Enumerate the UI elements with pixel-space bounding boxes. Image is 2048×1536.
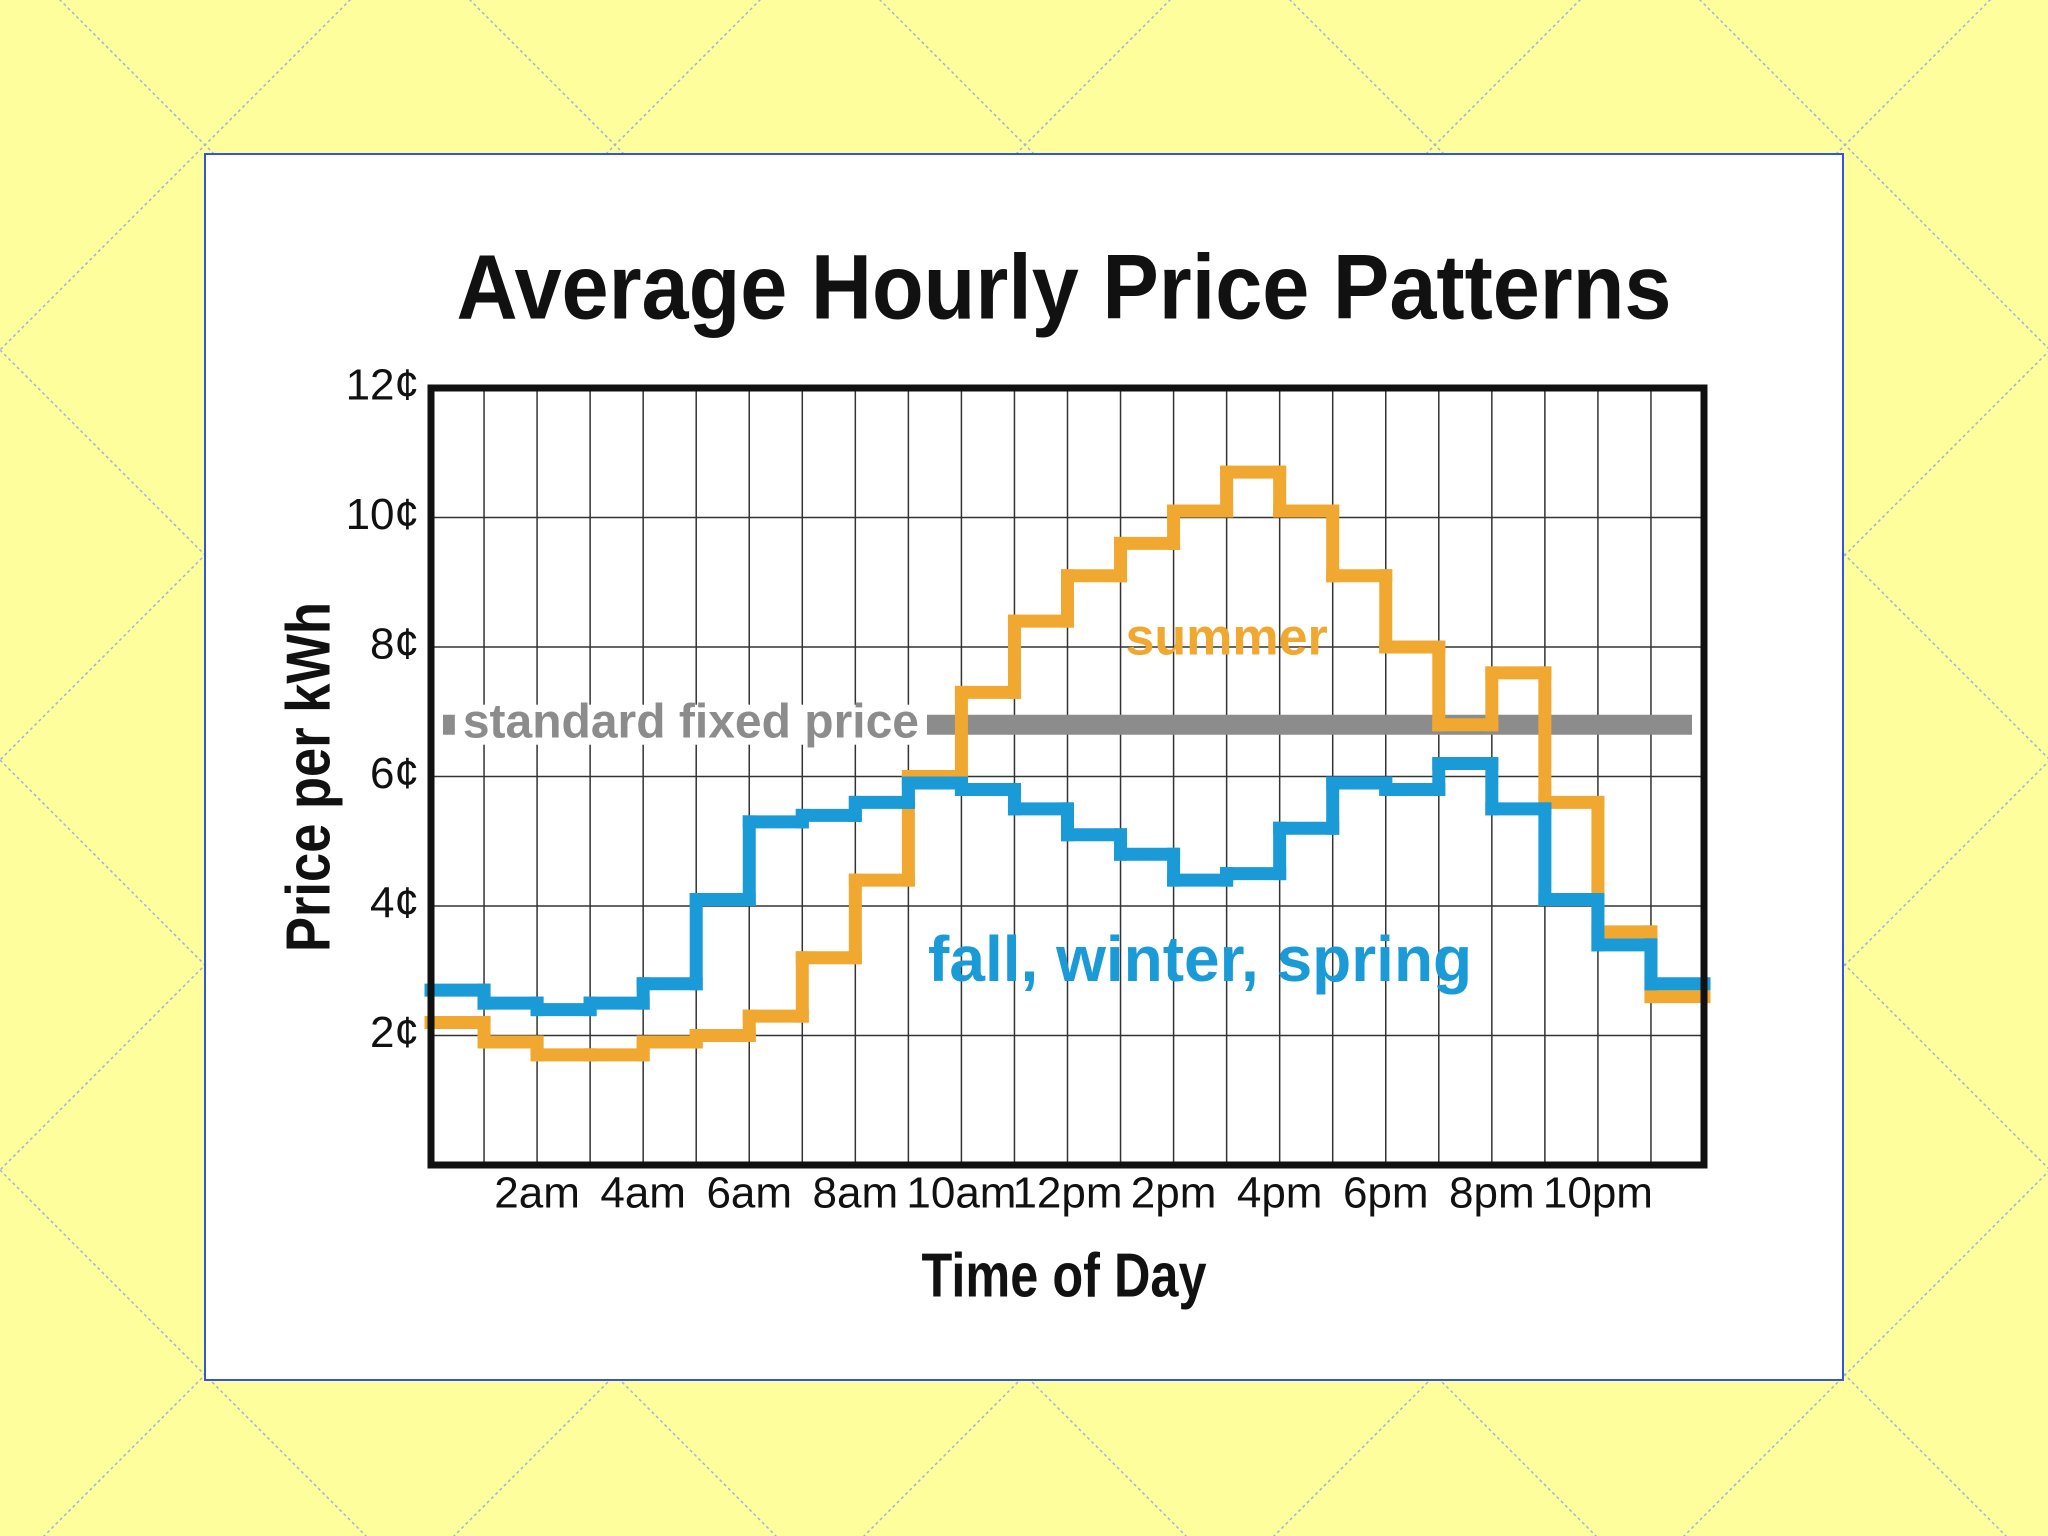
x-tick-label: 12pm — [1012, 1169, 1122, 1218]
chart-title: Average Hourly Price Patterns — [457, 236, 1672, 338]
x-tick-label: 8pm — [1449, 1169, 1535, 1218]
x-tick-label: 10am — [906, 1169, 1016, 1218]
x-tick-label: 10pm — [1543, 1169, 1653, 1218]
x-tick-label: 6am — [706, 1169, 792, 1218]
x-tick-label: 2am — [494, 1169, 580, 1218]
y-tick-label: 10¢ — [346, 490, 419, 539]
reference-label-bg — [454, 704, 927, 745]
y-tick-label: 4¢ — [370, 879, 419, 928]
x-tick-label: 6pm — [1343, 1169, 1429, 1218]
series-label: summer — [1125, 608, 1327, 666]
x-tick-label: 4pm — [1237, 1169, 1323, 1218]
plot-border — [427, 384, 1708, 1169]
x-axis-label: Time of Day — [922, 1241, 1207, 1310]
y-tick-label: 8¢ — [370, 620, 419, 669]
x-tick-label: 2pm — [1131, 1169, 1217, 1218]
reference-label: standard fixed price — [463, 695, 919, 748]
x-tick-label: 8am — [813, 1169, 899, 1218]
chart-frame — [204, 153, 1844, 1381]
y-tick-label: 12¢ — [346, 361, 419, 410]
x-tick-label: 4am — [600, 1169, 686, 1218]
series-label: fall, winter, spring — [928, 923, 1472, 995]
y-axis-label: Price per kWh — [274, 602, 343, 952]
y-tick-label: 2¢ — [370, 1008, 419, 1057]
y-tick-label: 6¢ — [370, 749, 419, 798]
